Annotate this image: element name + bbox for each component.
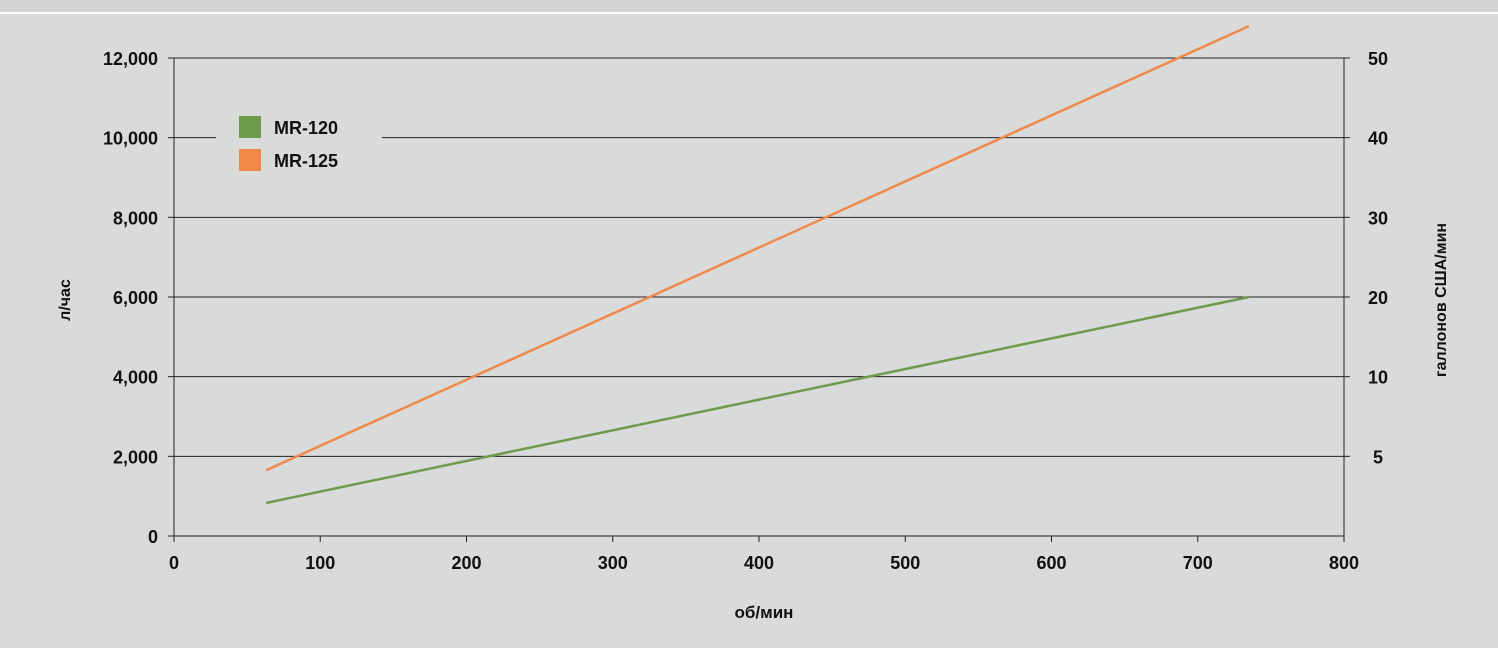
y2-tick-label: 50	[1368, 49, 1388, 69]
legend-label-mr-125: MR-125	[274, 151, 338, 171]
axes: 0 2,000 4,000 6,000 8,000 10,000 12,000 5 10 20 30…	[103, 0, 1388, 573]
y-tick-label: 6,000	[113, 288, 158, 308]
series-line-mr-120	[266, 297, 1249, 503]
x-tick-label: 800	[1329, 553, 1359, 573]
x-tick-label: 400	[744, 553, 774, 573]
y2-tick-label: 40	[1368, 129, 1388, 149]
y2-tick-label: 30	[1368, 208, 1388, 228]
y-tick-label: 12,000	[103, 49, 158, 69]
legend-label-mr-120: MR-120	[274, 118, 338, 138]
y-tick-label: 2,000	[113, 447, 158, 467]
legend: MR-120 MR-125	[216, 107, 382, 194]
series-lines	[266, 26, 1249, 503]
x-tick-label: 500	[890, 553, 920, 573]
y2-tick-label: 10	[1368, 368, 1388, 388]
series-line-mr-125	[266, 26, 1249, 470]
y-axis-title: л/час	[57, 279, 74, 321]
x-tick-label: 0	[169, 553, 179, 573]
y-tick-label: 8,000	[113, 208, 158, 228]
y2-axis-title: галлонов США/мин	[1433, 223, 1450, 377]
x-axis-title: об/мин	[735, 603, 794, 622]
x-tick-label: 300	[598, 553, 628, 573]
legend-swatch-mr-120	[239, 116, 261, 138]
x-tick-label: 200	[451, 553, 481, 573]
y-tick-label: 0	[148, 527, 158, 547]
x-tick-label: 700	[1183, 553, 1213, 573]
y2-tick-label: 20	[1368, 288, 1388, 308]
legend-swatch-mr-125	[239, 149, 261, 171]
x-tick-label: 600	[1036, 553, 1066, 573]
y-tick-label: 10,000	[103, 129, 158, 149]
y2-tick-label: 5	[1373, 447, 1383, 467]
y-tick-label: 4,000	[113, 368, 158, 388]
x-tick-label: 100	[305, 553, 335, 573]
